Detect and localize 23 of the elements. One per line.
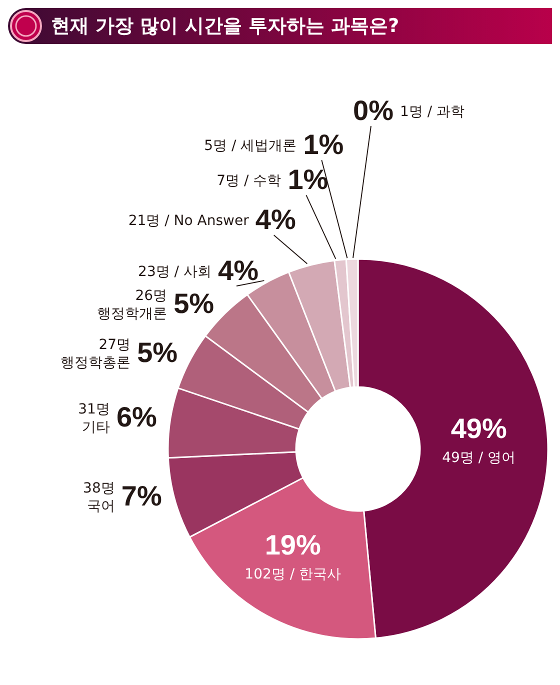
data-label: 49% <box>450 413 507 444</box>
data-label: 1% <box>288 164 328 196</box>
slice-label: 21명 / No Answer <box>128 213 250 230</box>
slice-label: 31명 기타 <box>78 401 110 436</box>
data-label: 4% <box>255 204 296 236</box>
data-label: 5% <box>137 337 178 368</box>
slice-label: 27명 행정학총론 <box>60 337 131 372</box>
slice-label: 7명 / 수학 <box>216 173 282 190</box>
text: 0% <box>353 95 394 126</box>
slice-label: 26명 행정학개론 <box>97 288 168 322</box>
data-label: 7% <box>121 480 162 512</box>
data-label: 4% <box>218 255 259 286</box>
data-label: 6% <box>116 401 158 432</box>
data-label: 19% <box>264 530 321 561</box>
slice-label: 5명 / 세법개론 <box>204 138 297 154</box>
slice-label: 49명 / 영어 <box>442 450 516 466</box>
slice-label: 38명 국어 <box>83 480 115 515</box>
category-label: 1명 / 과학 <box>400 104 465 120</box>
chart-title: 현재 가장 많이 시간을 투자하는 과목은? <box>51 14 400 39</box>
data-label: 1% <box>303 129 344 160</box>
slice-label: 102명 / 한국사 <box>244 566 342 583</box>
data-label: 5% <box>174 288 214 319</box>
slice-label: 23명 / 사회 <box>138 264 212 280</box>
